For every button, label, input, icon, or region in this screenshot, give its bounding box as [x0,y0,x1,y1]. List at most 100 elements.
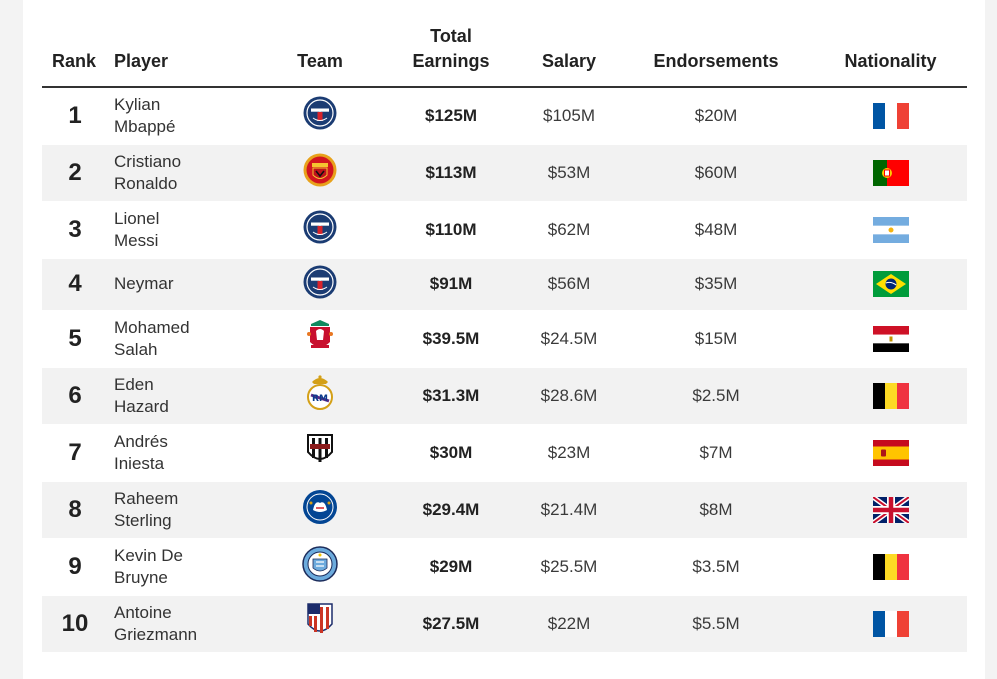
nationality-cell [814,144,967,201]
header-salary: Salary [520,24,618,88]
player-last-name: Mbappé [114,116,176,136]
header-total-line2: Earnings [412,51,490,71]
table-row: 3 Lionel Messi $110M $62M $48M [42,201,967,258]
salary-cell: $53M [520,144,618,201]
nationality-cell [814,424,967,481]
player-first-name: Kevin De [114,545,183,565]
earnings-table-card: Rank Player Team Total Earnings Salary En… [23,0,985,679]
endorsements-cell: $20M [694,105,738,125]
total-earnings-cell: $91M [382,258,520,310]
header-total-line1: Total [430,26,472,46]
team-cell [258,310,382,367]
endorsements-cell: $35M [618,258,814,310]
team-cell [258,481,382,538]
player-last-name: Hazard [114,396,169,416]
table-row: 6 Eden Hazard RM $31.3M $28.6M $2.5M [42,367,967,424]
endorsements-cell: $48M [694,219,738,239]
earnings-table: Rank Player Team Total Earnings Salary En… [42,24,967,653]
rank-cell: 1 [68,101,82,129]
rank-cell: 7 [68,438,82,466]
team-cell [258,424,382,481]
player-cell: Cristiano Ronaldo [108,144,258,201]
player-last-name: Messi [114,230,159,250]
header-total-earnings: Total Earnings [382,24,520,88]
total-earnings-cell: $113M [382,144,520,201]
player-cell: Andrés Iniesta [108,424,258,481]
team-cell [258,87,382,144]
team-cell [258,538,382,595]
header-nationality: Nationality [814,24,967,88]
total-earnings-cell: $29.4M [382,481,520,538]
nationality-cell [814,258,967,310]
rank-cell: 9 [68,552,82,580]
salary-cell: $56M [520,258,618,310]
total-earnings-cell: $31.3M [382,367,520,424]
salary-cell: $23M [547,442,591,462]
table-row: 7 Andrés Iniesta $30M $23M $7M [42,424,967,481]
rank-cell: 3 [68,215,82,243]
total-earnings-cell: $27.5M [382,595,520,652]
player-first-name: Kylian [114,94,161,114]
svg-text:RM: RM [312,394,328,404]
endorsements-cell: $8M [618,481,814,538]
vissel-kobe-crest-icon [305,432,335,473]
player-cell: Raheem Sterling [108,481,258,538]
atletico-madrid-crest-icon [305,602,335,645]
table-row: 1 Kylian Mbappé $125M $105M $20M [42,87,967,144]
header-player: Player [108,24,258,88]
real-madrid-crest-icon: RM [305,374,335,417]
player-first-name: Neymar [114,274,174,293]
endorsements-cell: $3.5M [692,556,740,576]
player-cell: Kylian Mbappé [108,87,258,144]
salary-cell: $24.5M [540,328,598,348]
rank-cell: 5 [68,324,82,352]
table-row: 4 Neymar $91M $56M $35M [42,258,967,310]
player-first-name: Eden [114,374,154,394]
france-flag-icon [872,102,909,129]
salary-cell: $25.5M [540,556,598,576]
player-first-name: Cristiano [114,151,182,171]
team-cell [258,595,382,652]
team-cell [258,201,382,258]
rank-cell: 4 [42,258,108,310]
player-first-name: Lionel [114,208,160,228]
salary-cell: $21.4M [520,481,618,538]
total-earnings-cell: $29M [429,556,473,576]
player-last-name: Bruyne [114,567,168,587]
player-last-name: Iniesta [114,453,165,473]
total-earnings-cell: $39.5M [422,328,480,348]
total-earnings-cell: $110M [425,219,477,239]
united-kingdom-flag-icon [872,496,909,523]
salary-cell: $62M [547,219,591,239]
egypt-flag-icon [872,325,909,352]
salary-cell: $22M [520,595,618,652]
total-earnings-cell: $125M [425,105,477,125]
nationality-cell [814,310,967,367]
argentina-flag-icon [872,216,909,243]
player-cell: Kevin De Bruyne [108,538,258,595]
psg-crest-icon [303,265,337,304]
player-cell: Neymar [108,258,258,310]
endorsements-cell: $2.5M [618,367,814,424]
player-first-name: Antoine [114,602,172,622]
team-cell [258,258,382,310]
psg-crest-icon [303,96,337,135]
table-row: 10 Antoine Griezmann $27.5M $22M $5.5M [42,595,967,652]
belgium-flag-icon [872,553,909,580]
total-earnings-cell: $30M [429,442,473,462]
team-cell: RM [258,367,382,424]
chelsea-crest-icon [302,489,338,530]
table-row: 8 Raheem Sterling $29.4M $21.4M $8M [42,481,967,538]
player-last-name: Sterling [114,510,172,530]
rank-cell: 10 [42,595,108,652]
liverpool-crest-icon [305,318,335,359]
player-last-name: Griezmann [114,624,198,644]
header-rank: Rank [42,24,108,88]
manchester-united-crest-icon [303,152,337,193]
player-first-name: Raheem [114,488,179,508]
nationality-cell [814,367,967,424]
header-team: Team [258,24,382,88]
player-cell: Lionel Messi [108,201,258,258]
nationality-cell [814,201,967,258]
france-flag-icon [872,610,909,637]
